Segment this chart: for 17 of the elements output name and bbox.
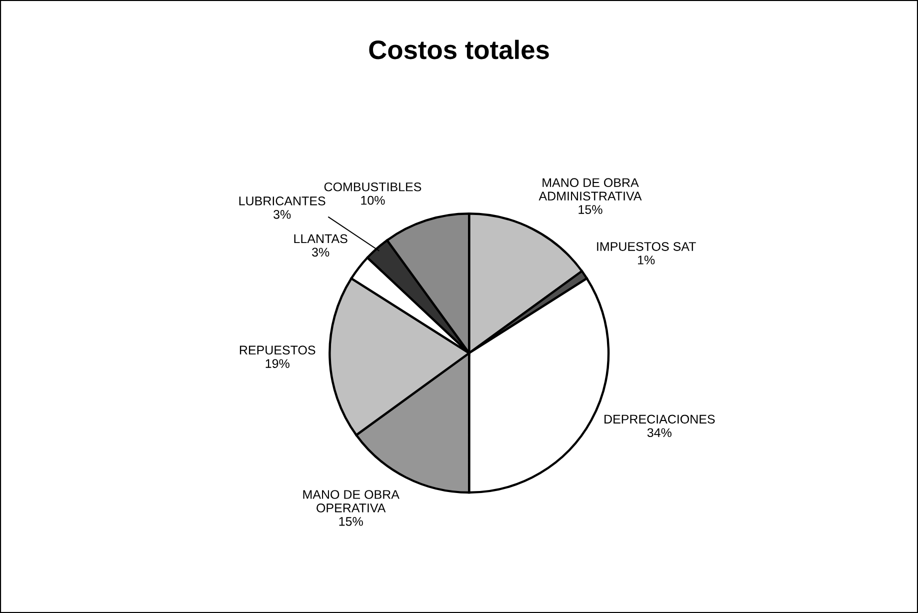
data-label: 34% (647, 428, 672, 438)
chart-title: Costos totales (369, 40, 549, 60)
slice-label: LUBRICANTES (239, 196, 326, 206)
slice-label: MANO DE OBRA OPERATIVA (303, 490, 400, 512)
data-label: 15% (578, 205, 602, 214)
data-label: 10% (361, 196, 385, 205)
data-label: 1% (638, 256, 655, 264)
slice-label: COMBUSTIBLES (324, 182, 422, 192)
data-label: 3% (274, 210, 291, 219)
slice-label: MANO DE OBRA ADMINISTRATIVA (538, 178, 642, 200)
slice-label: DEPRECIACIONES (604, 414, 715, 424)
data-label: 3% (312, 248, 330, 257)
slice-label: REPUESTOS (240, 346, 316, 355)
slice-label: IMPUESTOS SAT (597, 242, 696, 251)
data-label: 15% (339, 517, 363, 526)
data-label: 19% (266, 359, 290, 368)
slice-label: LLANTAS (294, 234, 348, 244)
